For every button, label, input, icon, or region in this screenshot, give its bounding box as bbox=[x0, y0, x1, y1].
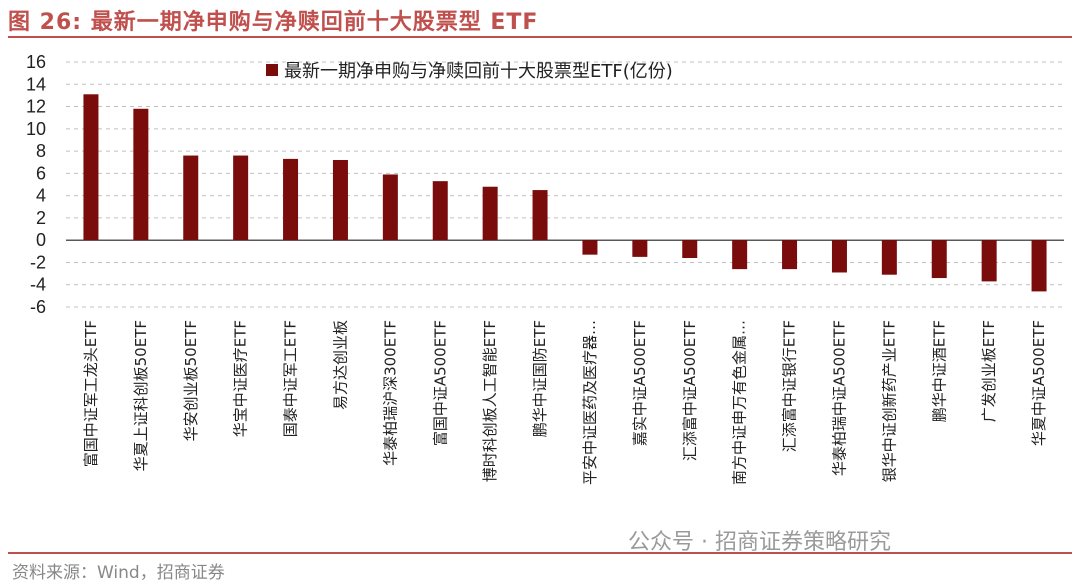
x-tick-label: 易方达创业板 bbox=[331, 320, 349, 410]
bar bbox=[732, 240, 748, 270]
legend-label: 最新一期净申购与净赎回前十大股票型ETF(亿份) bbox=[284, 61, 673, 82]
bar bbox=[83, 94, 99, 241]
source-rule bbox=[8, 552, 1072, 554]
watermark: 公众号 · 招商证券策略研究 bbox=[628, 530, 891, 555]
y-tick-label: 8 bbox=[36, 141, 46, 161]
bar bbox=[831, 240, 847, 273]
bar bbox=[881, 240, 897, 275]
figure-title: 图 26: 最新一期净申购与净赎回前十大股票型 ETF bbox=[8, 10, 539, 35]
y-tick-label: 4 bbox=[36, 186, 46, 206]
bar bbox=[632, 240, 648, 257]
bar bbox=[682, 240, 698, 258]
y-tick-label: 12 bbox=[26, 97, 46, 117]
title-rule bbox=[8, 36, 1072, 38]
y-tick-label: 10 bbox=[26, 119, 46, 139]
y-tick-label: 6 bbox=[36, 163, 46, 183]
x-tick-label: 富国中证军工龙头ETF bbox=[82, 320, 100, 467]
bar bbox=[233, 155, 249, 241]
x-tick-label: 博时科创板人工智能ETF bbox=[481, 320, 499, 482]
x-tick-label: 南方中证申万有色金属… bbox=[731, 320, 749, 485]
bar bbox=[931, 240, 947, 279]
x-tick-label: 广发创业板ETF bbox=[980, 320, 998, 422]
x-tick-label: 汇添富中证银行ETF bbox=[781, 320, 799, 452]
y-tick-label: 14 bbox=[26, 74, 46, 94]
bar bbox=[981, 240, 997, 282]
x-tick-label: 华泰柏瑞沪深300ETF bbox=[381, 320, 399, 466]
legend-swatch bbox=[266, 64, 278, 76]
x-tick-label: 华宝中证医疗ETF bbox=[232, 320, 250, 437]
x-tick-label: 国泰中证军工ETF bbox=[282, 320, 300, 437]
bar bbox=[283, 158, 299, 241]
x-tick-label: 汇添富中证A500ETF bbox=[681, 320, 699, 461]
x-tick-label: 银华中证创新药产业ETF bbox=[880, 320, 898, 482]
x-tick-label: 鹏华中证国防ETF bbox=[531, 320, 549, 437]
category-labels: 富国中证军工龙头ETF 华夏上证科创板50ETF 华安创业板50ETF 华宝中证医疗E… bbox=[82, 320, 1048, 485]
x-tick-label: 平安中证医药及医疗器… bbox=[581, 320, 599, 485]
bar bbox=[432, 181, 448, 241]
gridlines bbox=[66, 61, 1064, 308]
y-tick-label: 2 bbox=[36, 208, 46, 228]
bar bbox=[1031, 240, 1047, 292]
bar bbox=[782, 240, 798, 270]
bar bbox=[133, 108, 149, 241]
x-tick-label: 嘉实中证A500ETF bbox=[631, 320, 649, 446]
x-tick-label: 华泰柏瑞中证A500ETF bbox=[830, 320, 848, 476]
bar bbox=[183, 155, 199, 241]
bars bbox=[83, 94, 1047, 292]
y-tick-label: -4 bbox=[30, 275, 46, 295]
bar bbox=[582, 240, 598, 255]
y-tick-label: 0 bbox=[36, 230, 46, 250]
x-tick-label: 富国中证A500ETF bbox=[431, 320, 449, 446]
x-tick-label: 华夏上证科创板50ETF bbox=[132, 320, 150, 471]
x-tick-label: 华安创业板50ETF bbox=[182, 320, 200, 441]
x-tick-label: 鹏华中证酒ETF bbox=[930, 320, 948, 422]
y-tick-label: -6 bbox=[30, 297, 46, 317]
bar bbox=[482, 186, 498, 241]
source-note: 资料来源：Wind，招商证券 bbox=[12, 563, 225, 583]
bar bbox=[532, 190, 548, 241]
bar bbox=[332, 160, 348, 241]
legend: 最新一期净申购与净赎回前十大股票型ETF(亿份) bbox=[266, 61, 673, 82]
x-tick-label: 华夏中证A500ETF bbox=[1030, 320, 1048, 446]
bar bbox=[382, 174, 398, 241]
y-tick-label: 16 bbox=[26, 52, 46, 72]
y-tick-label: -2 bbox=[30, 252, 46, 272]
